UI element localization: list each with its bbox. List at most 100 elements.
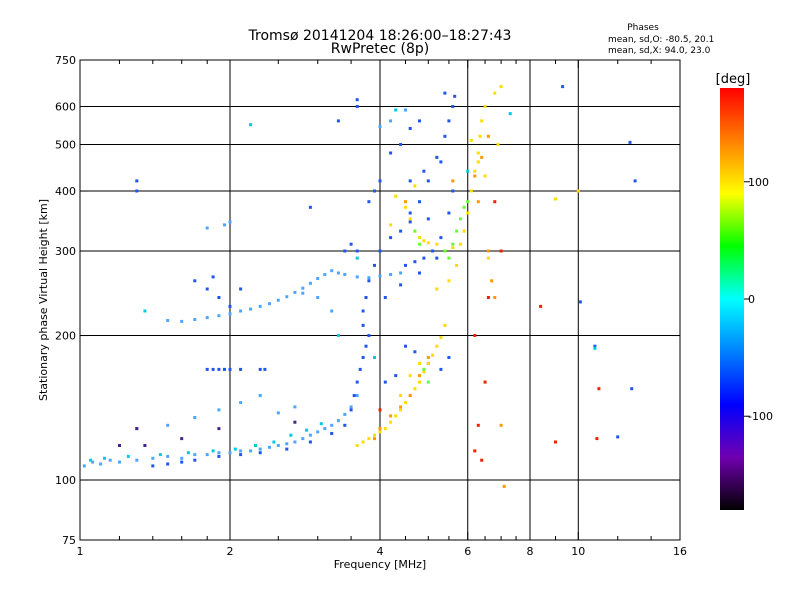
data-point xyxy=(451,242,455,246)
x-tick-label: 4 xyxy=(377,545,384,558)
y-tick-label: 750 xyxy=(55,54,76,67)
data-point xyxy=(426,241,430,245)
data-point xyxy=(616,435,620,439)
data-point xyxy=(539,304,543,308)
data-point xyxy=(343,423,347,427)
data-point xyxy=(458,242,462,246)
data-point xyxy=(293,440,297,444)
data-point xyxy=(239,309,243,313)
data-point xyxy=(316,277,320,280)
data-point xyxy=(258,304,262,308)
data-point xyxy=(361,323,365,327)
data-point xyxy=(118,444,121,447)
data-point xyxy=(483,380,487,384)
data-point xyxy=(193,279,197,283)
data-point xyxy=(258,367,262,371)
data-point xyxy=(228,220,232,224)
data-point xyxy=(408,394,412,397)
data-point xyxy=(455,263,459,267)
data-point xyxy=(447,279,451,283)
data-point xyxy=(399,394,403,397)
data-point xyxy=(330,309,334,313)
data-point xyxy=(554,440,557,444)
data-point xyxy=(443,91,447,95)
data-point xyxy=(143,444,147,447)
data-point xyxy=(399,408,403,412)
data-point xyxy=(435,256,439,260)
data-point xyxy=(361,356,365,359)
data-point xyxy=(166,462,170,466)
data-point xyxy=(439,367,443,371)
data-point xyxy=(217,454,221,458)
data-point xyxy=(355,256,359,260)
colorbar-tick-label: 0 xyxy=(748,293,755,306)
data-point xyxy=(422,239,426,243)
x-tick-label: 8 xyxy=(527,545,534,558)
x-tick-label: 6 xyxy=(464,545,471,558)
data-point xyxy=(426,356,430,359)
data-point xyxy=(476,151,480,155)
data-point xyxy=(355,98,359,102)
data-point xyxy=(473,169,477,173)
data-point xyxy=(228,312,232,316)
chart-title: Tromsø 20141204 18:26:00–18:27:43 xyxy=(248,28,512,44)
data-point xyxy=(352,394,356,397)
chart-subtitle: RwPretec (8p) xyxy=(331,41,429,57)
data-point xyxy=(451,105,455,108)
data-point xyxy=(473,334,477,337)
y-tick-labels: 75 100 200 300 400 500 600 750 xyxy=(55,54,76,547)
data-point xyxy=(217,314,221,318)
data-point xyxy=(466,169,470,173)
x-tick-label: 2 xyxy=(227,545,234,558)
data-point xyxy=(367,437,371,441)
colorbar xyxy=(720,88,744,510)
data-point xyxy=(404,401,407,405)
data-point xyxy=(413,229,417,233)
data-point xyxy=(82,464,86,468)
y-tick-label: 300 xyxy=(55,245,76,258)
data-point xyxy=(378,274,382,278)
data-point xyxy=(404,344,407,348)
data-point xyxy=(383,296,387,299)
data-point xyxy=(413,260,417,264)
data-point xyxy=(89,458,93,462)
data-point xyxy=(378,179,382,183)
data-point xyxy=(239,449,243,453)
data-point xyxy=(349,408,353,412)
data-point xyxy=(443,323,447,327)
data-point xyxy=(233,447,237,451)
data-point xyxy=(473,174,477,178)
colorbar-ticks: 100 0 -100 xyxy=(744,176,773,423)
data-point xyxy=(193,416,197,419)
data-point xyxy=(630,387,634,391)
data-point xyxy=(399,405,403,409)
data-points xyxy=(82,85,637,488)
data-point xyxy=(383,427,387,431)
data-point xyxy=(217,367,221,371)
data-point xyxy=(205,316,209,320)
grid-lines xyxy=(80,60,680,540)
data-point xyxy=(205,367,209,371)
data-point xyxy=(496,143,500,146)
y-axis-label: Stationary phase Virtual Height [km] xyxy=(37,199,50,401)
data-point xyxy=(383,380,387,384)
x-tick-label: 10 xyxy=(571,545,585,558)
data-point xyxy=(378,430,382,434)
info-heading: Phases xyxy=(627,23,659,33)
data-point xyxy=(426,361,430,365)
data-point xyxy=(143,309,147,313)
data-point xyxy=(276,411,280,415)
data-point xyxy=(389,119,393,123)
data-point xyxy=(394,108,398,112)
data-point xyxy=(394,374,398,378)
data-point xyxy=(305,428,309,432)
data-point xyxy=(108,458,112,462)
data-point xyxy=(166,319,170,322)
data-point xyxy=(435,344,439,348)
data-point xyxy=(389,236,393,240)
data-point xyxy=(443,134,447,138)
y-tick-label: 500 xyxy=(55,139,76,152)
data-point xyxy=(336,419,340,423)
colorbar-label: [deg] xyxy=(716,72,751,87)
data-point xyxy=(293,290,297,294)
